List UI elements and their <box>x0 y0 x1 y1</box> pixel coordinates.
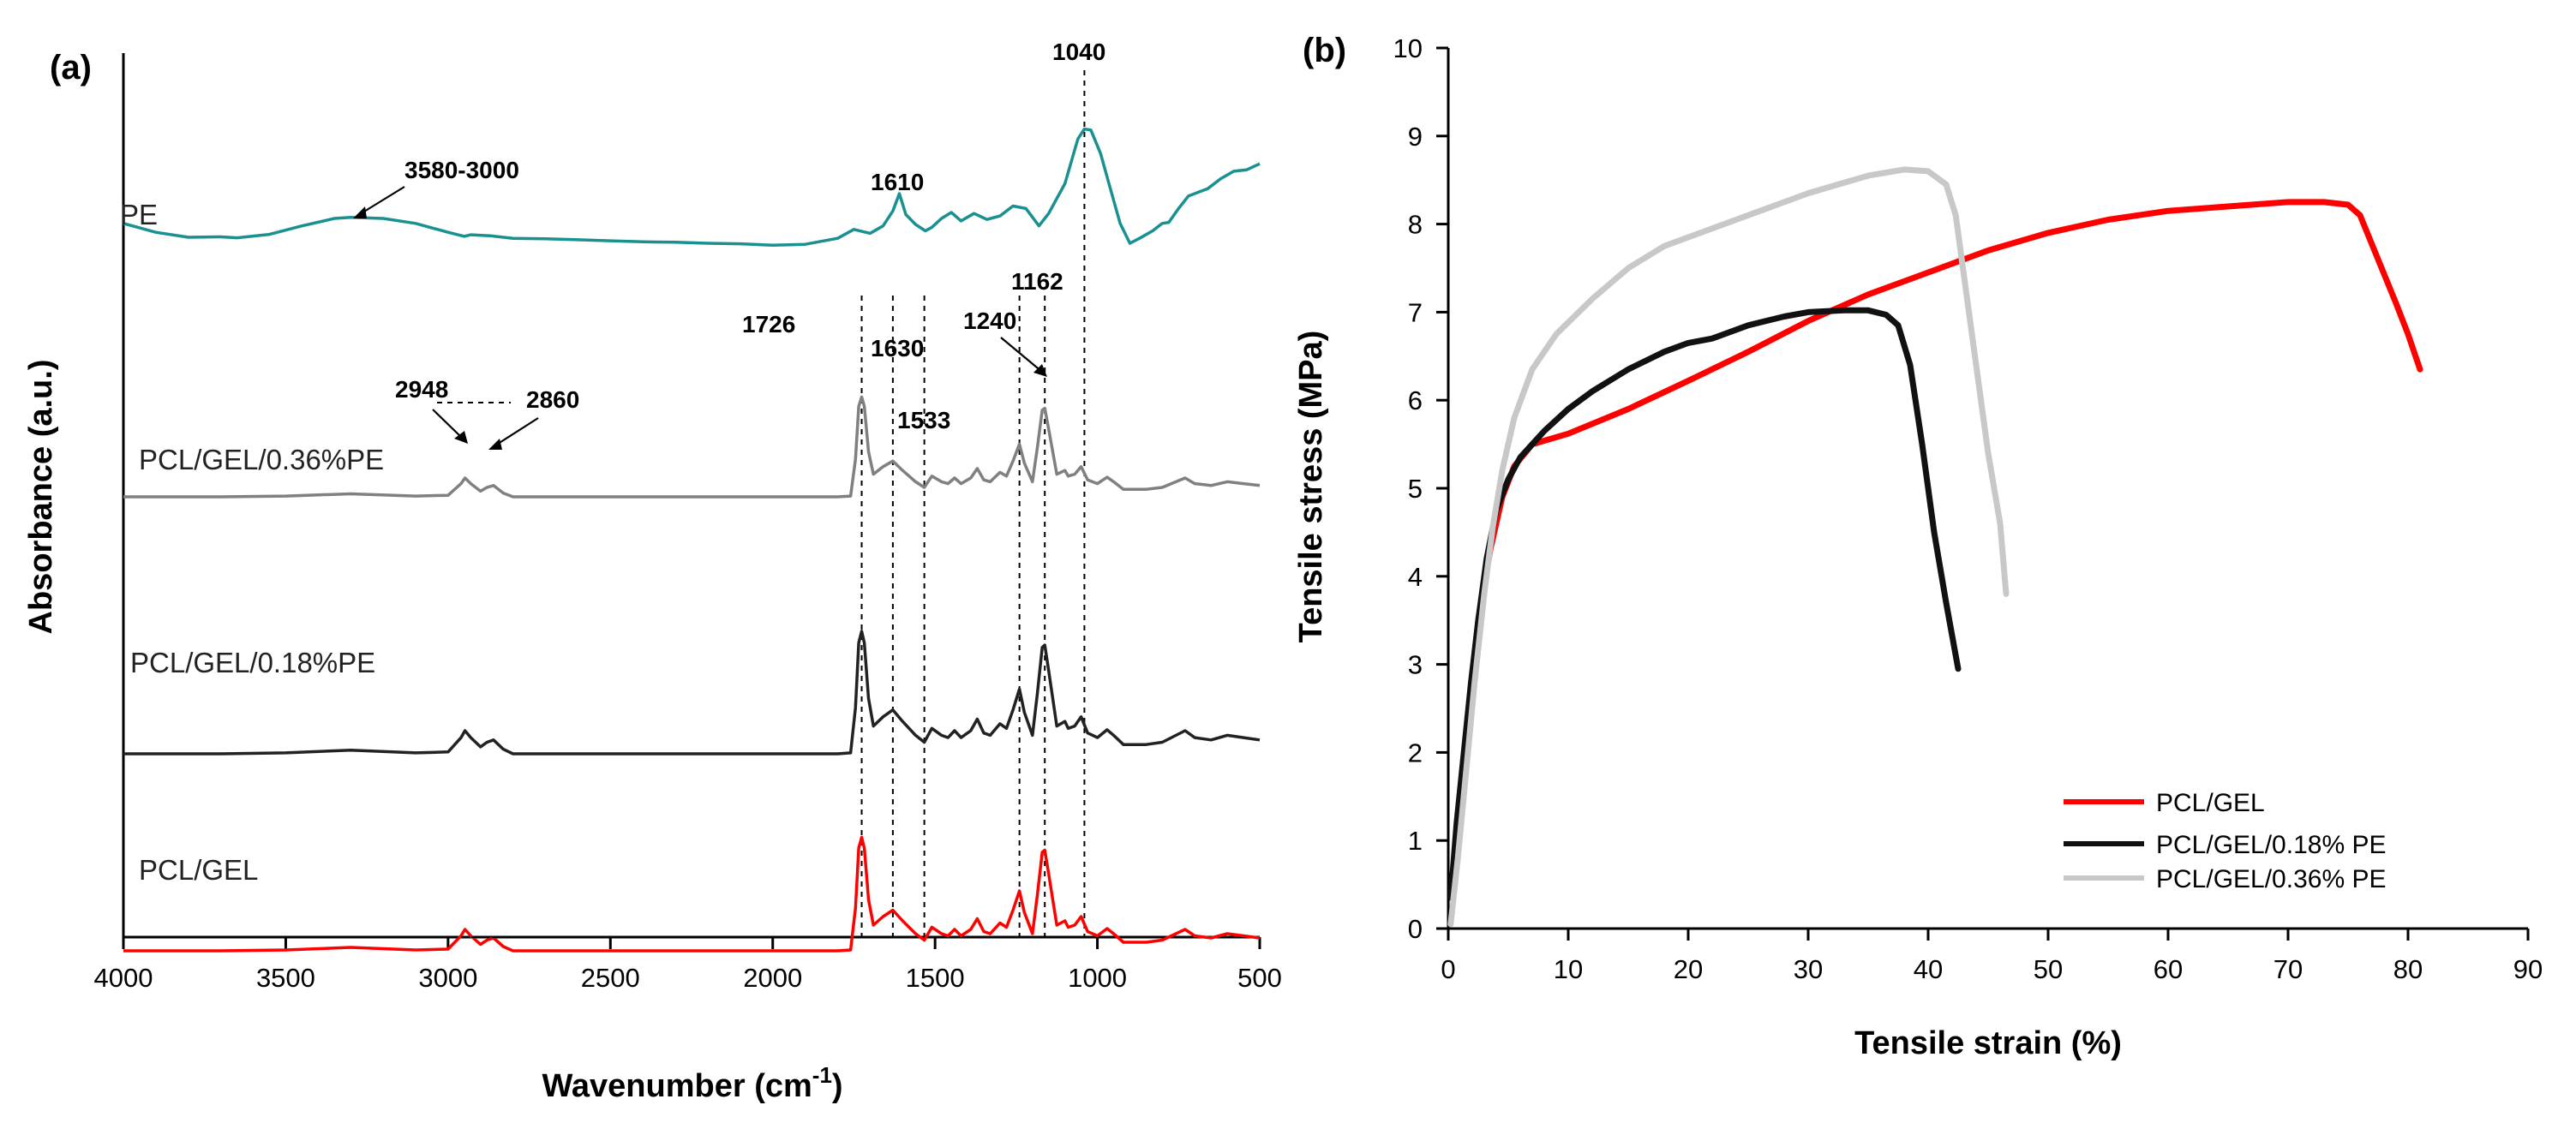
b-y-tick-label-7: 7 <box>1408 297 1423 327</box>
peak-arrowhead-3580-3000 <box>353 206 367 218</box>
series-label-pcl-gel-036-pe: PCL/GEL/0.36%PE <box>139 444 384 475</box>
peak-arrow-1240 <box>1000 337 1043 373</box>
b-y-tick-label-1: 1 <box>1408 826 1423 856</box>
b-x-tick-label-30: 30 <box>1794 954 1823 984</box>
series-label-pcl-gel: PCL/GEL <box>139 854 258 886</box>
b-x-tick-label-80: 80 <box>2393 954 2423 984</box>
a-line-pcl-gel-0-18-pe <box>123 630 1261 756</box>
peak-arrowhead-2860 <box>488 439 502 450</box>
panel-b-series <box>1447 166 2423 928</box>
a-line-pcl-gel <box>123 835 1261 953</box>
peak-arrow-2948 <box>432 409 464 439</box>
panel-a-x-axis-title-close: ) <box>832 1068 843 1104</box>
legend-label-pcl-gel: PCL/GEL <box>2156 789 2265 817</box>
a-x-tick-label-3000: 3000 <box>418 963 477 993</box>
series-label-pcl-gel-018-pe: PCL/GEL/0.18%PE <box>130 647 375 678</box>
b-y-tick-label-2: 2 <box>1408 738 1423 768</box>
panel-a-x-axis-title: Wavenumber (cm-1) <box>542 1062 842 1104</box>
b-y-tick-label-0: 0 <box>1408 914 1423 944</box>
a-x-tick-label-3500: 3500 <box>256 963 315 993</box>
panel-a-y-axis-title: Absorbance (a.u.) <box>23 360 59 635</box>
panel-b-tensile: (b) 0 10 20 30 40 50 60 70 80 90 0 1 2 3 4 5 6 7 8 9 10 Ten… <box>1293 32 2543 1061</box>
b-x-tick-label-40: 40 <box>1914 954 1943 984</box>
panel-a-label: (a) <box>50 49 92 87</box>
a-x-tick-label-500: 500 <box>1237 963 1282 993</box>
panel-b-x-ticks: 0 10 20 30 40 50 60 70 80 90 <box>1441 929 2543 984</box>
legend-label-pcl-gel-036-pe: PCL/GEL/0.36% PE <box>2156 865 2386 893</box>
b-y-tick-label-6: 6 <box>1408 385 1423 415</box>
a-x-tick-label-4000: 4000 <box>94 963 153 993</box>
peak-arrowhead-1240 <box>1033 364 1047 377</box>
b-y-tick-label-3: 3 <box>1408 650 1423 680</box>
a-x-tick-label-2500: 2500 <box>581 963 640 993</box>
b-x-tick-label-70: 70 <box>2273 954 2303 984</box>
panel-b-label: (b) <box>1303 32 1346 69</box>
a-x-tick-label-1000: 1000 <box>1068 963 1127 993</box>
peak-arrow-2860 <box>494 417 539 446</box>
panel-a-x-axis-title-sup: -1 <box>812 1062 832 1088</box>
a-x-tick-label-2000: 2000 <box>743 963 802 993</box>
a-line-pcl-gel-0-36-pe <box>123 395 1261 499</box>
b-line-pcl-gel-0-36-pe <box>1447 166 2010 928</box>
peak-label-1162: 1162 <box>1011 268 1063 295</box>
b-y-tick-label-8: 8 <box>1408 210 1423 240</box>
peak-label-1610: 1610 <box>871 169 924 195</box>
peak-label-1630: 1630 <box>871 335 924 361</box>
a-line-pe <box>123 127 1261 248</box>
series-label-pe: PE <box>120 199 158 230</box>
peak-label-1240: 1240 <box>963 308 1016 334</box>
b-x-tick-label-0: 0 <box>1441 954 1455 984</box>
peak-label-1726: 1726 <box>742 311 795 337</box>
peak-label-3580-3000: 3580-3000 <box>404 157 519 183</box>
a-x-tick-label-1500: 1500 <box>906 963 965 993</box>
b-x-tick-label-50: 50 <box>2034 954 2063 984</box>
b-y-tick-label-10: 10 <box>1393 33 1423 63</box>
panel-a-marker-lines <box>860 70 1086 937</box>
panel-a-x-axis-title-main: Wavenumber (cm <box>542 1068 812 1104</box>
peak-label-2948: 2948 <box>395 376 448 403</box>
peak-label-1040: 1040 <box>1052 39 1105 65</box>
b-y-tick-label-9: 9 <box>1408 122 1423 152</box>
b-x-tick-label-10: 10 <box>1554 954 1583 984</box>
panel-b-x-axis-title: Tensile strain (%) <box>1854 1025 2122 1061</box>
panel-b-y-axis-title: Tensile stress (MPa) <box>1293 331 1329 643</box>
peak-label-1533: 1533 <box>897 407 950 433</box>
peak-label-2860: 2860 <box>526 386 579 413</box>
b-y-tick-label-4: 4 <box>1408 562 1423 592</box>
b-x-tick-label-60: 60 <box>2154 954 2183 984</box>
b-x-tick-label-90: 90 <box>2513 954 2543 984</box>
panel-b-y-ticks: 0 1 2 3 4 5 6 7 8 9 10 <box>1393 33 1448 944</box>
peak-arrowhead-2948 <box>454 431 468 444</box>
panel-a-x-ticks: 4000 3500 3000 2500 2000 1500 1000 500 <box>94 937 1282 993</box>
panel-a-series <box>123 127 1261 953</box>
legend: PCL/GEL PCL/GEL/0.18% PE PCL/GEL/0.36% P… <box>2064 789 2386 893</box>
panel-a-ftir: (a) 4000 3500 3000 2500 2000 1500 1000 500 Abso… <box>23 39 1282 1104</box>
legend-label-pcl-gel-018-pe: PCL/GEL/0.18% PE <box>2156 831 2386 859</box>
b-y-tick-label-5: 5 <box>1408 474 1423 504</box>
peak-arrow-3580-3000 <box>359 186 405 215</box>
b-x-tick-label-20: 20 <box>1674 954 1703 984</box>
b-line-pcl-gel-0-18-pe <box>1447 307 1962 901</box>
